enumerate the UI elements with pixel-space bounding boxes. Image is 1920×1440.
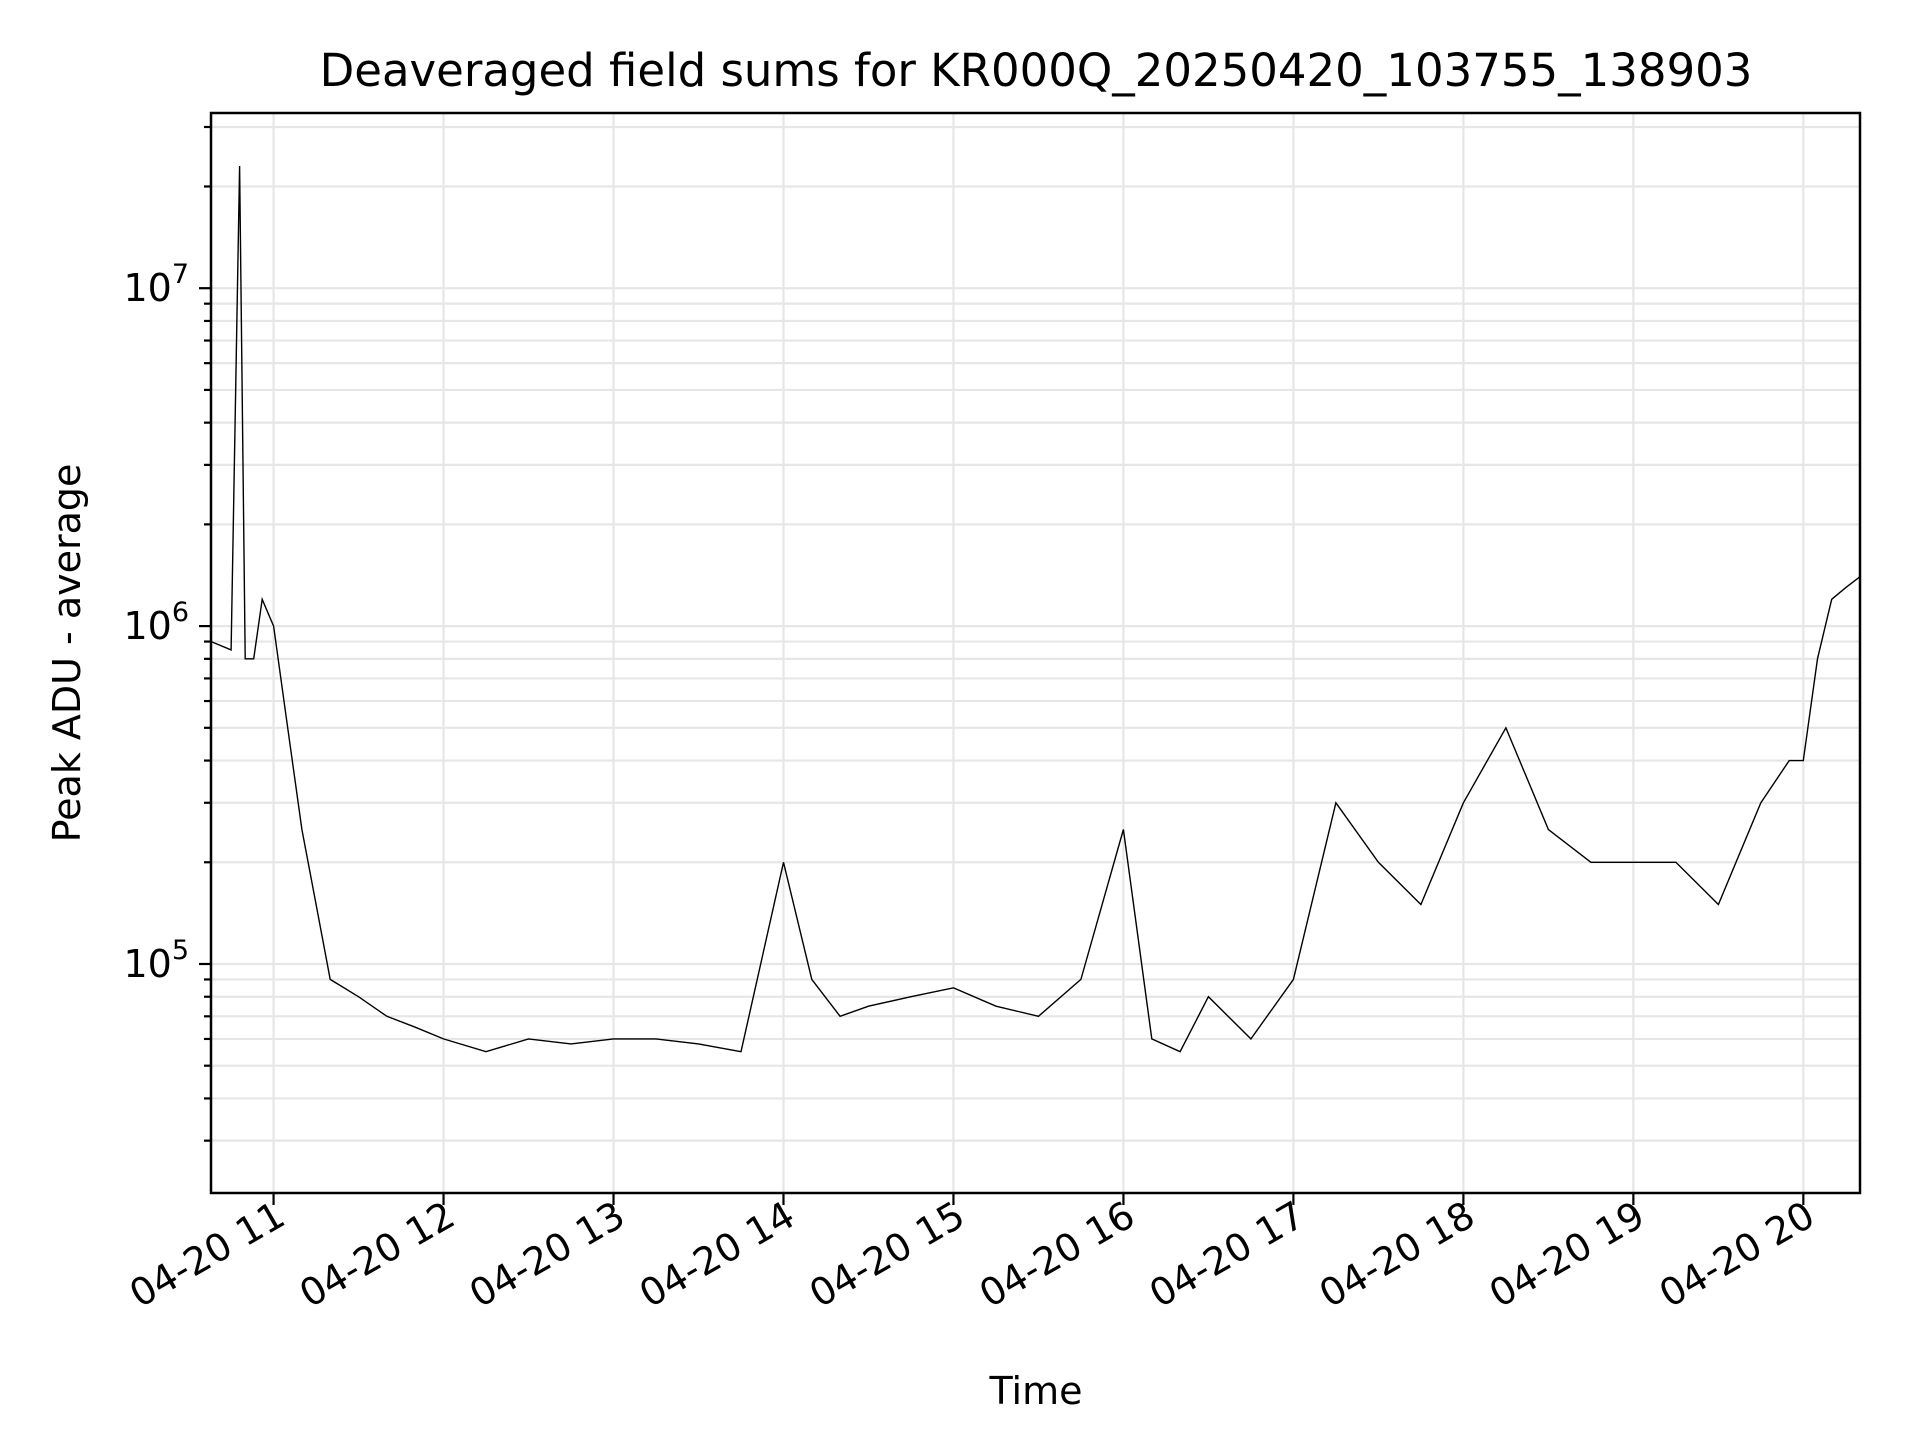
- series-layer: [210, 165, 1861, 1053]
- chart-title: Deaveraged field sums for KR000Q_2025042…: [320, 44, 1753, 97]
- y-tick-label: 105: [123, 935, 189, 986]
- major-gridlines: [211, 113, 1860, 1193]
- plot-frame: [209, 111, 1862, 1195]
- y-tick-labels: 105 106 107: [123, 259, 189, 986]
- minor-gridlines: [211, 125, 1860, 1142]
- y-tick-label: 106: [123, 597, 189, 648]
- series-line: [210, 165, 1861, 1053]
- y-tick-label: 107: [123, 259, 189, 310]
- y-axis-label: Peak ADU - average: [45, 464, 89, 843]
- axis-ticks: [199, 125, 1805, 1205]
- x-axis-label: Time: [989, 1369, 1083, 1413]
